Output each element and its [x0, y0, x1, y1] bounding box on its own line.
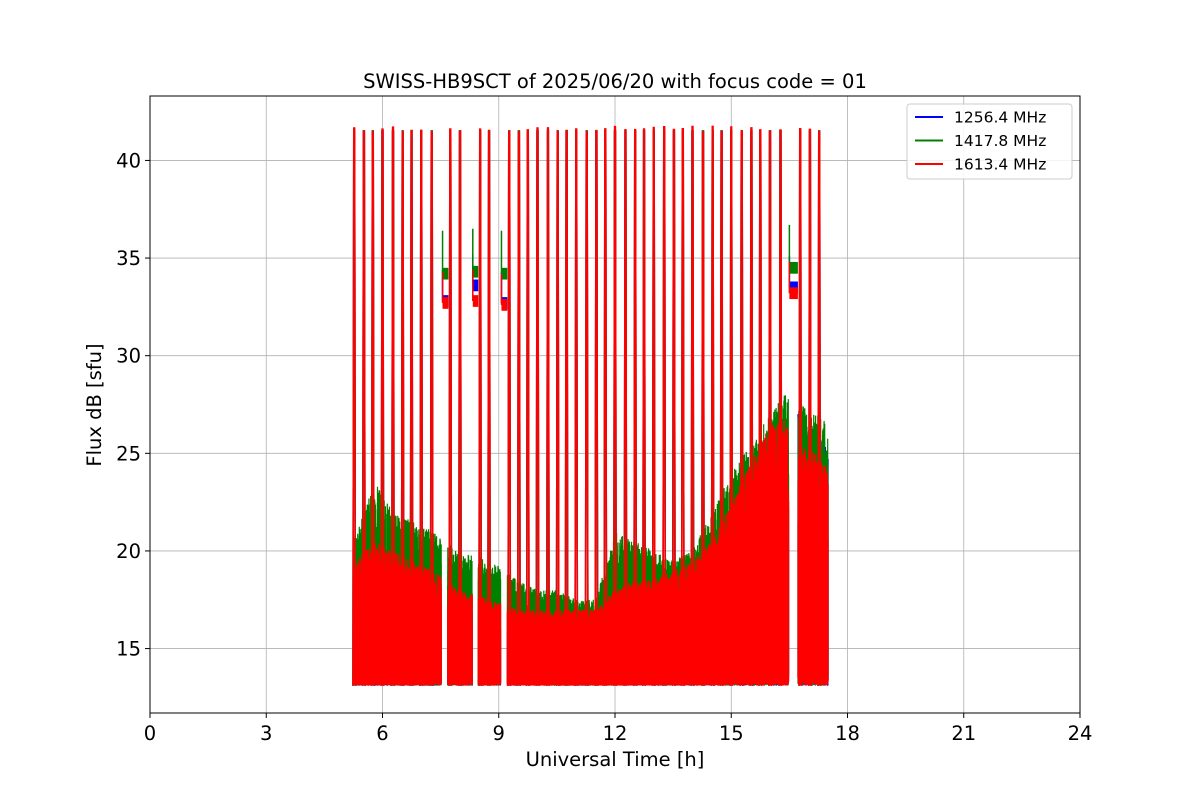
plateau-segment: [443, 268, 449, 280]
legend-label: 1613.4 MHz: [954, 156, 1046, 174]
plateau-segment: [501, 299, 507, 311]
y-tick-label: 25: [116, 442, 141, 465]
x-tick-label: 12: [603, 722, 628, 745]
x-tick-label: 3: [260, 722, 272, 745]
legend-label: 1417.8 MHz: [954, 132, 1046, 150]
y-tick-label: 30: [116, 345, 141, 368]
x-tick-label: 21: [951, 722, 976, 745]
plateau-segment: [789, 262, 798, 274]
x-tick-label: 6: [376, 722, 388, 745]
chart-title: SWISS-HB9SCT of 2025/06/20 with focus co…: [363, 70, 867, 93]
plateau-segment: [443, 297, 449, 309]
x-tick-label: 9: [493, 722, 505, 745]
x-tick-label: 0: [144, 722, 156, 745]
legend: 1256.4 MHz 1417.8 MHz 1613.4 MHz: [907, 104, 1072, 179]
legend-label: 1256.4 MHz: [954, 109, 1046, 127]
x-tick-label: 24: [1068, 722, 1093, 745]
x-tick-label: 15: [719, 722, 744, 745]
y-tick-label: 35: [116, 247, 141, 270]
y-tick-label: 15: [116, 638, 141, 661]
x-axis-label: Universal Time [h]: [526, 748, 705, 771]
y-tick-label: 20: [116, 540, 141, 563]
plateau-segment: [473, 295, 478, 307]
plateau-segment: [473, 280, 478, 292]
plateau-segment: [473, 266, 478, 278]
plateau-segment: [501, 268, 507, 280]
y-axis-label: Flux dB [sfu]: [83, 343, 106, 466]
x-tick-label: 18: [835, 722, 860, 745]
y-tick-label: 40: [116, 149, 141, 172]
plateau-segment: [789, 287, 798, 299]
